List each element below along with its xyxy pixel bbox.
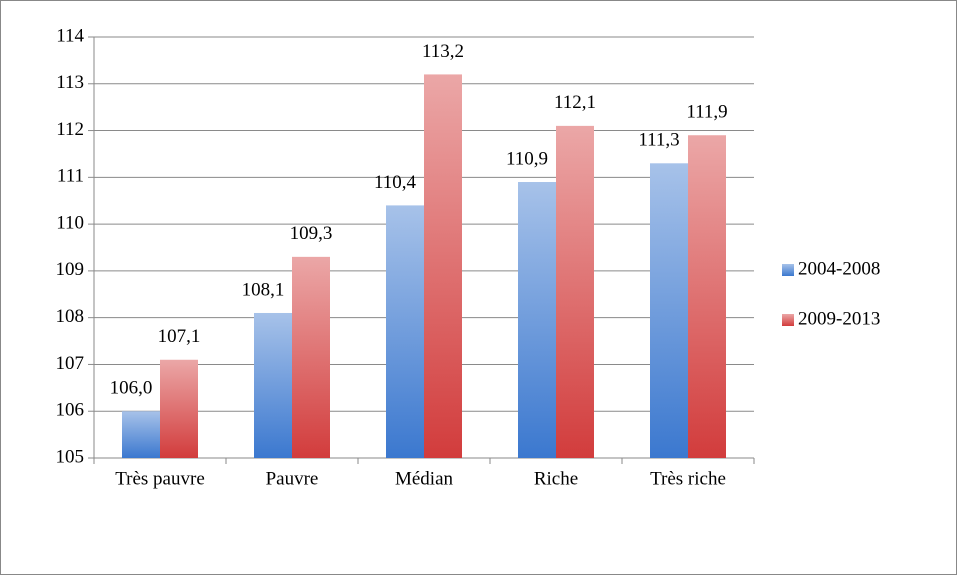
- data-label: 110,4: [374, 172, 417, 193]
- y-tick-label: 114: [56, 25, 84, 46]
- bar: [424, 74, 462, 458]
- legend-label: 2004-2008: [798, 258, 880, 279]
- y-tick-label: 110: [56, 212, 84, 233]
- bar: [386, 205, 424, 458]
- bar: [122, 411, 160, 458]
- y-tick-label: 107: [56, 353, 85, 374]
- bar: [556, 125, 594, 458]
- data-label: 110,9: [506, 148, 548, 169]
- x-tick-label: Très pauvre: [115, 468, 205, 489]
- y-tick-label: 113: [56, 72, 84, 93]
- legend-swatch: [782, 314, 794, 326]
- bar: [292, 256, 330, 458]
- bar: [650, 163, 688, 459]
- data-label: 111,3: [638, 130, 679, 151]
- x-tick-label: Très riche: [650, 468, 726, 489]
- x-tick-label: Médian: [395, 468, 454, 489]
- data-label: 111,9: [686, 102, 727, 123]
- y-tick-label: 109: [56, 259, 85, 280]
- data-label: 109,3: [290, 223, 333, 244]
- legend-swatch: [782, 264, 794, 276]
- y-tick-label: 111: [57, 166, 84, 187]
- bar: [254, 312, 292, 458]
- data-label: 112,1: [554, 92, 596, 113]
- data-label: 108,1: [242, 279, 285, 300]
- data-label: 106,0: [110, 378, 153, 399]
- y-tick-label: 112: [56, 119, 84, 140]
- bar: [160, 359, 198, 458]
- legend-label: 2009-2013: [798, 308, 880, 329]
- bar: [688, 135, 726, 458]
- data-label: 113,2: [422, 41, 464, 62]
- y-tick-label: 105: [56, 446, 85, 467]
- y-tick-label: 108: [56, 306, 85, 327]
- x-tick-label: Pauvre: [266, 468, 319, 489]
- data-label: 107,1: [158, 326, 201, 347]
- bar: [518, 182, 556, 458]
- x-tick-label: Riche: [534, 468, 578, 489]
- y-tick-label: 106: [56, 400, 85, 421]
